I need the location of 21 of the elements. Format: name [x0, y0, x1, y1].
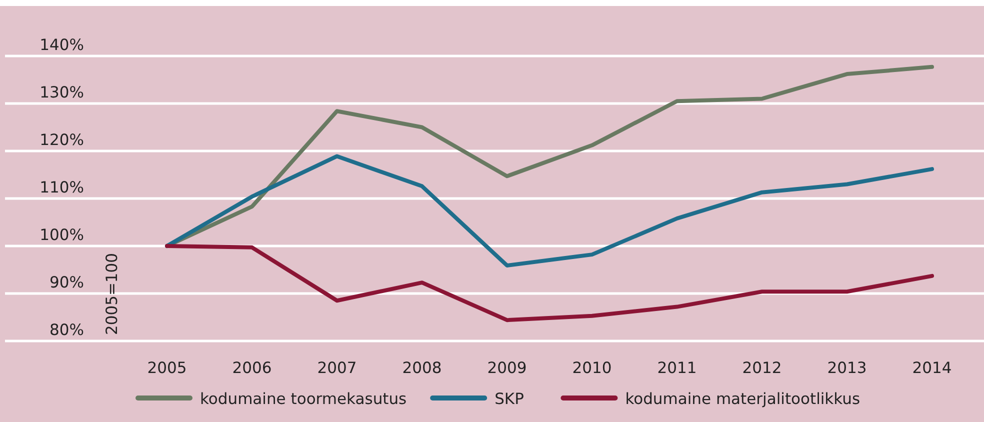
- y-tick-label: 120%: [40, 131, 84, 149]
- x-tick-label: 2011: [657, 359, 697, 377]
- legend-label: kodumaine toormekasutus: [200, 390, 407, 408]
- y-tick-label: 110%: [40, 178, 84, 196]
- x-tick-label: 2013: [827, 359, 867, 377]
- x-tick-label: 2005: [147, 359, 187, 377]
- legend-label: SKP: [494, 390, 524, 408]
- y-tick-label: 140%: [40, 36, 84, 54]
- x-tick-label: 2006: [232, 359, 272, 377]
- x-tick-label: 2007: [317, 359, 357, 377]
- y-tick-label: 90%: [50, 274, 84, 292]
- x-tick-label: 2014: [912, 359, 952, 377]
- x-tick-label: 2010: [572, 359, 612, 377]
- x-tick-label: 2012: [742, 359, 782, 377]
- y-tick-label: 80%: [50, 321, 84, 339]
- y-axis-title: 2005=100: [103, 252, 121, 335]
- y-tick-label: 100%: [40, 226, 84, 244]
- x-tick-label: 2008: [402, 359, 442, 377]
- x-tick-label: 2009: [487, 359, 527, 377]
- y-tick-label: 130%: [40, 84, 84, 102]
- legend-label: kodumaine materjalitootlikkus: [625, 390, 860, 408]
